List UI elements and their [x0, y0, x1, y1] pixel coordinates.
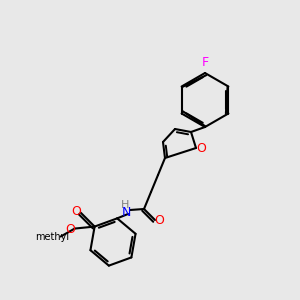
Text: H: H — [121, 200, 129, 210]
Text: O: O — [154, 214, 164, 226]
Text: O: O — [196, 142, 206, 154]
Text: F: F — [201, 56, 208, 70]
Text: N: N — [121, 206, 131, 218]
Text: methyl: methyl — [36, 232, 70, 242]
Text: O: O — [72, 205, 82, 218]
Text: O: O — [66, 223, 76, 236]
